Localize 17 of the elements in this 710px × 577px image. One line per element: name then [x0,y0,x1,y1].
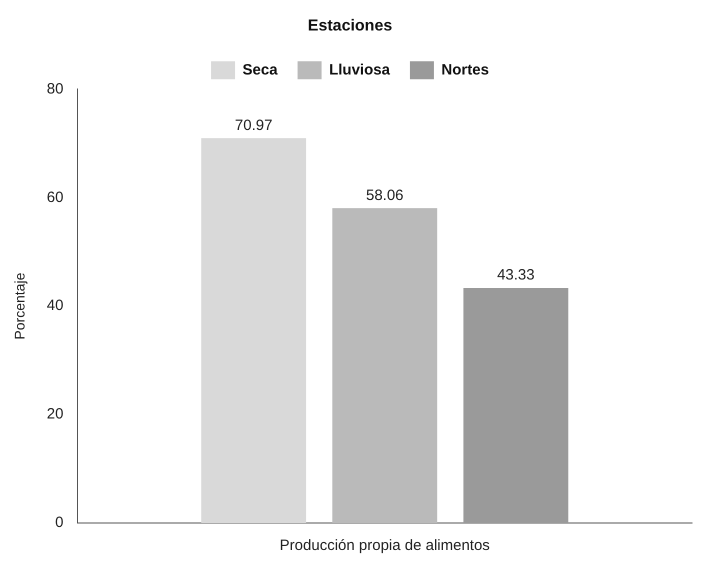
x-tick-label: Producción propia de alimentos [280,537,490,554]
bar [201,138,306,523]
y-tick-label: 40 [46,297,64,314]
y-tick-label: 0 [55,514,64,532]
data-label: 43.33 [497,266,535,284]
legend-label: Lluviosa [329,61,391,78]
bar [332,208,438,523]
bar [463,288,568,523]
data-label: 70.97 [234,116,272,134]
legend-label: Nortes [441,61,489,78]
data-label: 58.06 [366,186,404,204]
y-tick-label: 20 [46,406,64,423]
y-tick-label: 80 [46,80,64,98]
legend-title: Estaciones [308,17,392,34]
legend-label: Seca [242,61,278,78]
y-axis-title: Porcentaje [11,272,28,340]
y-tick-label: 60 [46,188,64,206]
